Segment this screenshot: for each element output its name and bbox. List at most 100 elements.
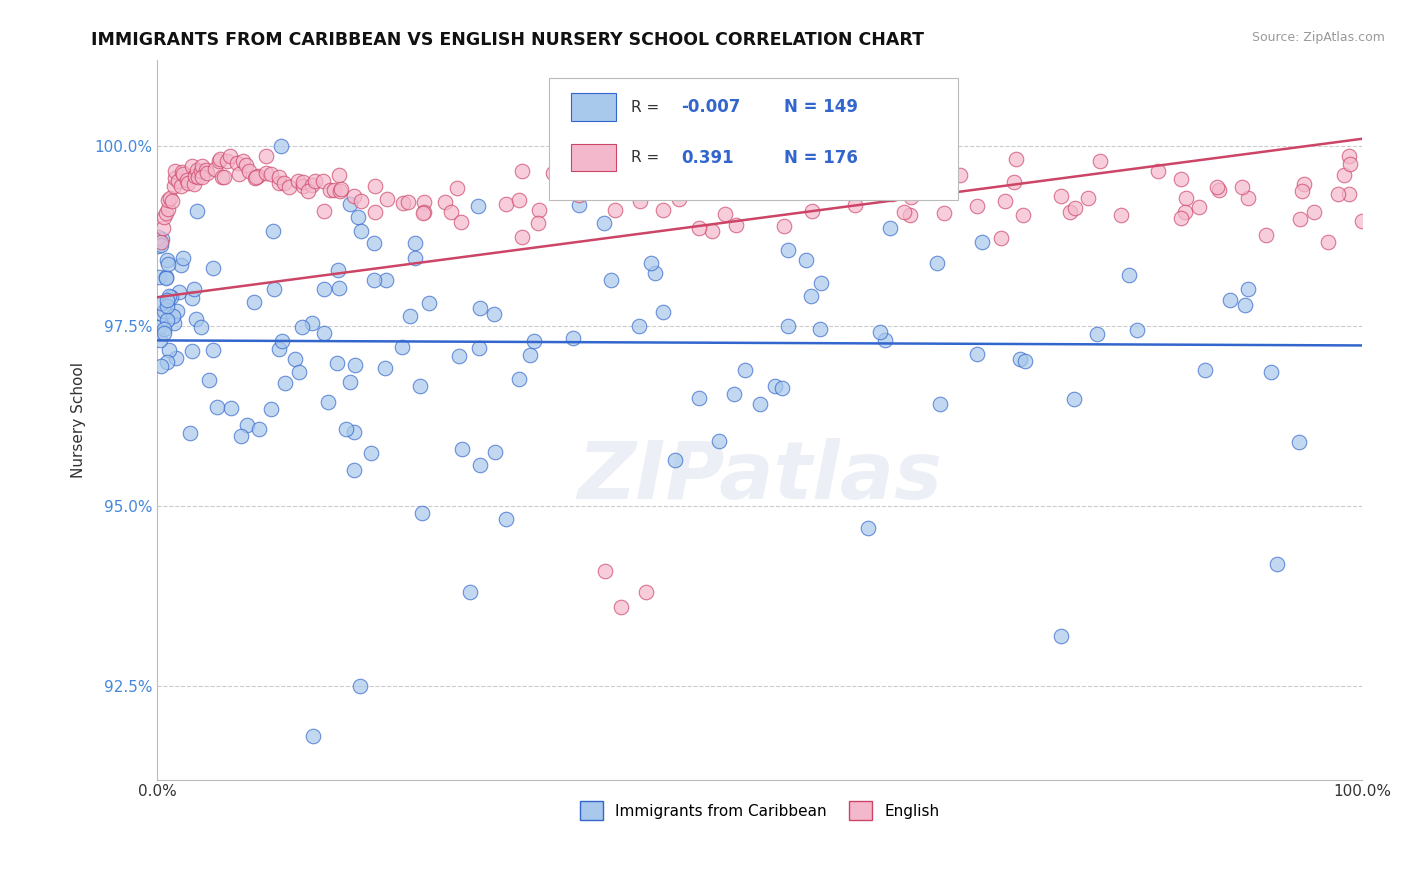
Legend: Immigrants from Caribbean, English: Immigrants from Caribbean, English (574, 795, 946, 826)
Point (231, 429, 253, 443)
Point (163, 316, 186, 330)
Point (155, 271, 177, 285)
Point (148, 333, 170, 347)
Point (172, 167, 194, 181)
Point (450, 215, 472, 229)
Point (169, 285, 191, 300)
Point (301, 178, 323, 192)
Point (628, 318, 651, 333)
Point (1175, 190, 1198, 204)
Point (156, 293, 179, 307)
Point (269, 176, 291, 190)
Point (1234, 298, 1257, 312)
Point (689, 221, 711, 235)
Point (262, 224, 284, 238)
Point (568, 188, 591, 202)
Point (772, 219, 794, 233)
Point (1085, 327, 1108, 342)
Point (467, 199, 489, 213)
Point (440, 204, 463, 219)
Point (758, 160, 780, 174)
Point (343, 188, 366, 202)
Point (873, 333, 896, 347)
Point (1126, 323, 1149, 337)
Point (156, 253, 179, 268)
Point (770, 381, 793, 395)
Point (190, 319, 212, 334)
Point (652, 305, 675, 319)
Point (297, 184, 319, 198)
Point (181, 159, 204, 173)
Point (484, 444, 506, 458)
Point (288, 365, 311, 379)
Point (159, 191, 181, 205)
Point (363, 179, 385, 194)
Point (723, 387, 745, 401)
Point (195, 165, 218, 179)
Point (398, 309, 420, 323)
Point (1260, 365, 1282, 379)
Point (191, 169, 214, 184)
Point (335, 422, 357, 436)
Point (1339, 187, 1361, 202)
Point (754, 172, 776, 186)
Point (845, 174, 868, 188)
Point (254, 149, 277, 163)
Point (1118, 268, 1140, 282)
Point (800, 289, 823, 303)
Point (260, 167, 283, 181)
Text: R =: R = (631, 150, 664, 165)
Point (510, 230, 533, 244)
Point (482, 307, 505, 321)
Point (165, 171, 187, 186)
Point (326, 356, 349, 370)
Point (391, 196, 413, 211)
Point (519, 348, 541, 362)
Point (610, 599, 633, 614)
Point (238, 163, 260, 178)
Point (396, 194, 419, 209)
Point (451, 442, 474, 456)
Point (364, 205, 387, 219)
Point (260, 402, 283, 417)
Point (880, 187, 903, 202)
Point (1303, 205, 1326, 219)
Point (148, 270, 170, 285)
Point (177, 176, 200, 190)
Point (1050, 629, 1073, 643)
Point (374, 360, 396, 375)
Point (195, 163, 218, 178)
Point (152, 221, 174, 235)
Point (160, 194, 183, 208)
Point (153, 321, 176, 335)
Point (1206, 179, 1229, 194)
Point (170, 258, 193, 272)
Point (1077, 191, 1099, 205)
Point (1063, 392, 1085, 406)
Point (329, 185, 352, 199)
Point (949, 168, 972, 182)
Point (150, 232, 173, 246)
Point (221, 401, 243, 416)
Text: N = 176: N = 176 (783, 149, 858, 167)
Point (184, 169, 207, 184)
Point (748, 397, 770, 411)
Point (156, 193, 179, 207)
Point (169, 179, 191, 194)
Point (1333, 168, 1355, 182)
Point (413, 205, 436, 219)
Point (600, 273, 623, 287)
Point (1188, 200, 1211, 214)
Point (1219, 293, 1241, 308)
Point (350, 224, 373, 238)
Point (212, 169, 235, 184)
Point (301, 316, 323, 330)
Point (157, 289, 180, 303)
Point (1265, 557, 1288, 571)
Point (271, 334, 294, 348)
Point (495, 196, 517, 211)
Point (181, 291, 204, 305)
Point (187, 169, 209, 184)
Point (165, 351, 187, 365)
Point (157, 257, 180, 271)
